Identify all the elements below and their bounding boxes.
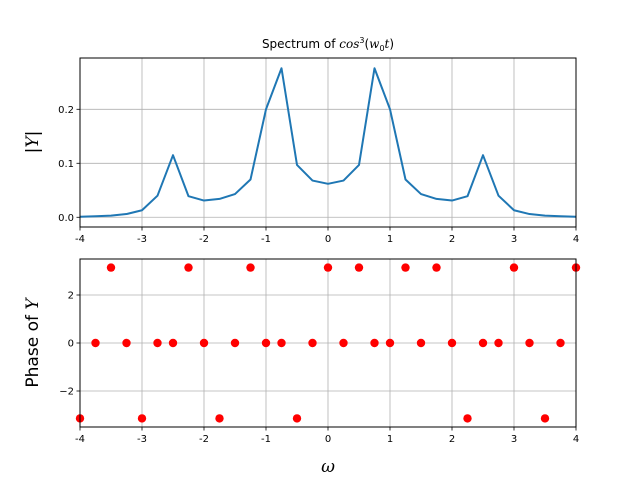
phase-point	[153, 338, 162, 348]
phase-point	[137, 414, 147, 423]
magnitude-title: Spectrum of cos3(w0t)	[262, 36, 394, 53]
magnitude-ytick-label: 0.1	[58, 159, 74, 170]
magnitude-xtick-label: -1	[261, 234, 271, 245]
magnitude-xtick-label: 4	[573, 234, 579, 245]
magnitude-line	[79, 67, 577, 218]
magnitude-panel: Spectrum of cos3(w0t) |Y| -4 -3 -2 -1 0 1 2 3 4 0…	[23, 36, 579, 245]
phase-point	[122, 338, 131, 348]
phase-point	[525, 338, 534, 348]
phase-ytick-label: −2	[59, 387, 74, 398]
phase-point	[447, 338, 457, 348]
phase-point	[478, 338, 488, 348]
phase-xtick-label: -1	[261, 434, 271, 445]
phase-panel: Phase of Y ω -4 -3 -2 -1 0 1 2 3 4 −2 0 2	[23, 258, 581, 477]
magnitude-xtick-label: -4	[75, 234, 85, 245]
phase-point	[106, 263, 116, 272]
phase-point	[292, 414, 302, 423]
phase-point	[370, 338, 379, 348]
phase-xtick-label: -2	[199, 434, 209, 445]
phase-point	[323, 263, 333, 272]
phase-xtick-label: -4	[75, 434, 85, 445]
phase-point	[308, 338, 317, 348]
phase-point	[432, 263, 441, 272]
phase-point	[509, 263, 519, 272]
phase-point	[385, 338, 395, 348]
magnitude-ytick-label: 0.0	[58, 213, 74, 224]
phase-xtick-label: 0	[325, 434, 331, 445]
phase-xtick-label: 2	[449, 434, 455, 445]
magnitude-ylabel: |Y|	[23, 131, 43, 154]
phase-xlabel: ω	[321, 457, 335, 477]
phase-xtick-label: 1	[387, 434, 393, 445]
phase-point	[91, 338, 100, 348]
phase-point	[354, 263, 364, 272]
phase-ticks: -4 -3 -2 -1 0 1 2 3 4 −2 0 2	[59, 291, 579, 446]
phase-point	[261, 338, 271, 348]
phase-xtick-label: -3	[137, 434, 147, 445]
phase-point	[168, 338, 178, 348]
phase-point	[199, 338, 209, 348]
phase-ytick-label: 0	[68, 339, 74, 350]
magnitude-ticks: -4 -3 -2 -1 0 1 2 3 4 0.0 0.1 0.2	[58, 105, 579, 245]
phase-point	[339, 338, 348, 348]
phase-point	[246, 263, 255, 272]
phase-xtick-label: 4	[573, 434, 579, 445]
magnitude-xtick-label: 2	[449, 234, 455, 245]
magnitude-xtick-label: -3	[137, 234, 147, 245]
magnitude-series	[79, 67, 577, 218]
magnitude-xtick-label: 0	[325, 234, 331, 245]
phase-point	[184, 263, 193, 272]
phase-xtick-label: 3	[511, 434, 517, 445]
magnitude-ytick-label: 0.2	[58, 105, 74, 116]
phase-point	[277, 338, 286, 348]
phase-point	[416, 338, 426, 348]
phase-point	[556, 338, 565, 348]
phase-point	[230, 338, 240, 348]
magnitude-xtick-label: 1	[387, 234, 393, 245]
phase-point	[463, 414, 472, 423]
phase-point	[494, 338, 503, 348]
phase-ytick-label: 2	[68, 291, 74, 302]
phase-point	[401, 263, 410, 272]
phase-point	[540, 414, 550, 423]
phase-series	[75, 263, 581, 423]
magnitude-xtick-label: -2	[199, 234, 209, 245]
phase-point	[215, 414, 224, 423]
magnitude-xtick-label: 3	[511, 234, 517, 245]
phase-ylabel: Phase of Y	[23, 297, 43, 388]
